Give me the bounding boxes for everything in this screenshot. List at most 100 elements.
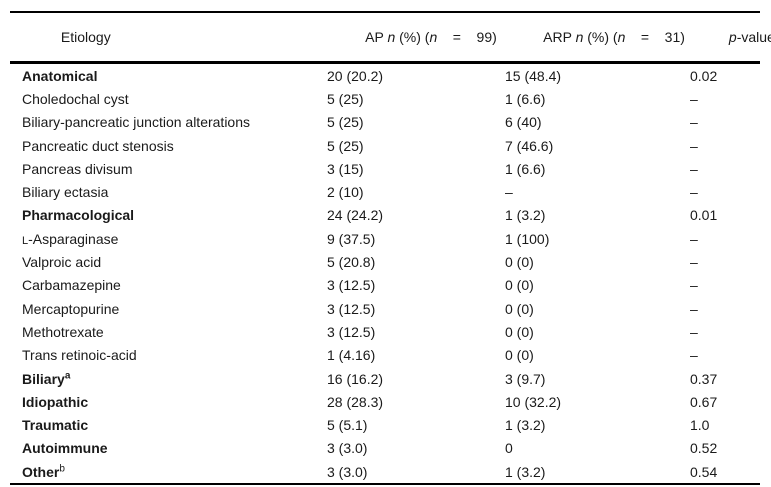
arp-count-cell: 6 (40): [505, 114, 542, 131]
italic-p: p: [728, 29, 737, 45]
arp-count-cell: 0 (0): [505, 347, 534, 364]
p-value-cell: 0.52: [690, 440, 718, 457]
ap-count-cell: 20 (20.2): [327, 67, 384, 84]
footnote-marker: a: [64, 369, 71, 381]
etiology-cell: Pharmacological: [22, 207, 135, 224]
etiology-cell: Mercaptopurine: [22, 300, 120, 317]
table-row: Anatomical 20 (20.2) 15 (48.4) 0.02: [10, 63, 760, 88]
col-header-etiology: Etiology: [10, 11, 327, 64]
etiology-cell: Carbamazepine: [22, 277, 121, 294]
arp-count-cell: 0 (0): [505, 254, 534, 271]
table-row: Pancreatic duct stenosis 5 (25) 7 (46.6) –: [10, 134, 760, 157]
etiology-cell: Anatomical: [22, 67, 98, 84]
etiology-cell: Autoimmune: [22, 440, 108, 457]
arp-count-cell: 1 (3.2): [505, 207, 546, 224]
ap-count-cell: 2 (10): [327, 184, 364, 201]
table-row: Carbamazepine 3 (12.5) 0 (0) –: [10, 274, 760, 297]
etiology-cell: Pancreatic duct stenosis: [22, 137, 174, 154]
arp-count-cell: 1 (6.6): [505, 90, 546, 107]
italic-n: n: [575, 29, 584, 45]
arp-count-cell: 15 (48.4): [505, 67, 562, 84]
italic-n: n: [387, 29, 396, 45]
col-header-ap-pct: (%) (: [395, 29, 430, 45]
footnote-marker: b: [59, 463, 65, 475]
col-header-arp: ARP n (%) (n = 31): [505, 11, 690, 64]
table-row: Biliary ectasia 2 (10) – –: [10, 180, 760, 203]
table-row: Choledochal cyst 5 (25) 1 (6.6) –: [10, 87, 760, 110]
ap-count-cell: 9 (37.5): [327, 230, 376, 247]
etiology-cell: Biliary ectasia: [22, 184, 109, 201]
p-value-cell: –: [690, 160, 698, 177]
table-header: Etiology AP n (%) (n = 99) ARP n (%) (n …: [10, 11, 771, 64]
p-value-cell: 0.01: [690, 207, 718, 224]
table-row: Biliarya 16 (16.2) 3 (9.7) 0.37: [10, 367, 760, 390]
p-value-cell: –: [690, 277, 698, 294]
header-row: Etiology AP n (%) (n = 99) ARP n (%) (n …: [10, 11, 771, 64]
arp-count-cell: 1 (100): [505, 230, 550, 247]
etiology-cell: Valproic acid: [22, 254, 102, 271]
arp-count-cell: 1 (3.2): [505, 417, 546, 434]
etiology-cell: Choledochal cyst: [22, 90, 129, 107]
arp-count-cell: 7 (46.6): [505, 137, 554, 154]
table-row: Pancreas divisum 3 (15) 1 (6.6) –: [10, 157, 760, 180]
arp-count-cell: 3 (9.7): [505, 370, 546, 387]
italic-n: n: [617, 29, 626, 45]
ap-count-cell: 16 (16.2): [327, 370, 384, 387]
arp-count-cell: 10 (32.2): [505, 393, 562, 410]
p-value-cell: –: [690, 90, 698, 107]
table-row: Biliary-pancreatic junction alterations 5…: [10, 111, 760, 134]
col-header-arp-label: ARP: [543, 29, 576, 45]
ap-count-cell: 5 (20.8): [327, 254, 376, 271]
etiology-cell: Pancreas divisum: [22, 160, 133, 177]
p-value-cell: 0.02: [690, 67, 718, 84]
etiology-cell: Idiopathic: [22, 393, 89, 410]
p-value-cell: –: [690, 254, 698, 271]
p-value-cell: –: [690, 323, 698, 340]
table-row: L-Asparaginase 9 (37.5) 1 (100) –: [10, 227, 760, 250]
table-row: Traumatic 5 (5.1) 1 (3.2) 1.0: [10, 413, 760, 436]
etiology-cell: Methotrexate: [22, 323, 104, 340]
col-header-etiology-label: Etiology: [60, 29, 111, 45]
arp-count-cell: –: [505, 184, 513, 201]
p-value-cell: –: [690, 300, 698, 317]
arp-count-cell: 1 (3.2): [505, 460, 690, 486]
col-header-arp-count: = 31): [625, 29, 685, 45]
ap-count-cell: 3 (3.0): [327, 440, 368, 457]
table-row: Mercaptopurine 3 (12.5) 0 (0) –: [10, 297, 760, 320]
col-header-ap-label: AP: [365, 29, 388, 45]
etiology-cell: Biliary-pancreatic junction alterations: [22, 114, 250, 131]
table-row: Otherb 3 (3.0) 1 (3.2) 0.54: [10, 460, 760, 486]
ap-count-cell: 3 (12.5): [327, 323, 376, 340]
arp-count-cell: 0: [505, 440, 513, 457]
p-value-cell: –: [690, 347, 698, 364]
table-row: Valproic acid 5 (20.8) 0 (0) –: [10, 250, 760, 273]
ap-count-cell: 3 (3.0): [327, 460, 505, 486]
p-value-cell: –: [690, 230, 698, 247]
etiology-cell: Traumatic: [22, 417, 89, 434]
p-value-cell: 0.67: [690, 393, 718, 410]
ap-count-cell: 24 (24.2): [327, 207, 384, 224]
p-value-cell: –: [690, 137, 698, 154]
arp-count-cell: 0 (0): [505, 323, 534, 340]
arp-count-cell: 1 (6.6): [505, 160, 546, 177]
table-row: Methotrexate 3 (12.5) 0 (0) –: [10, 320, 760, 343]
col-header-arp-pct: (%) (: [583, 29, 618, 45]
smallcap-prefix: L: [22, 234, 29, 247]
p-value-cell: –: [690, 114, 698, 131]
italic-n: n: [429, 29, 438, 45]
arp-count-cell: 0 (0): [505, 300, 534, 317]
ap-count-cell: 5 (5.1): [327, 417, 368, 434]
col-header-pvalue: p-value: [690, 11, 771, 64]
col-header-pvalue-label: -value: [736, 29, 771, 45]
table-row: Autoimmune 3 (3.0) 0 0.52: [10, 437, 760, 460]
ap-count-cell: 3 (15): [327, 160, 364, 177]
table-body: Anatomical 20 (20.2) 15 (48.4) 0.02 Choledoc…: [10, 63, 760, 486]
p-value-cell: –: [690, 184, 698, 201]
table-row: Trans retinoic-acid 1 (4.16) 0 (0) –: [10, 344, 760, 367]
col-header-ap: AP n (%) (n = 99): [327, 11, 505, 64]
arp-count-cell: 0 (0): [505, 277, 534, 294]
ap-count-cell: 3 (12.5): [327, 277, 376, 294]
etiology-cell: Trans retinoic-acid: [22, 347, 137, 364]
ap-count-cell: 5 (25): [327, 114, 364, 131]
ap-count-cell: 5 (25): [327, 137, 364, 154]
